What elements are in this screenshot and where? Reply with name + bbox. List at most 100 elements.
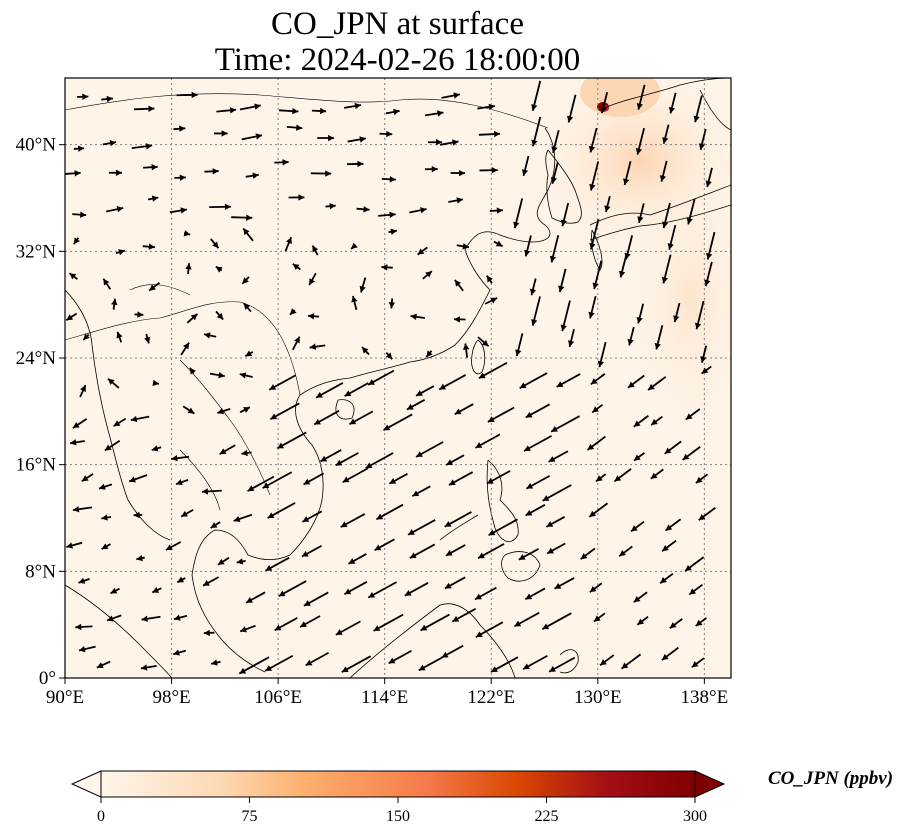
wind-arrow-head <box>181 510 188 517</box>
wind-arrow-head <box>409 552 417 559</box>
tick-label-lon: 90°E <box>46 687 84 708</box>
wind-arrow-head <box>348 558 356 564</box>
wind-arrow-head <box>454 408 462 415</box>
wind-arrow-head <box>459 169 466 177</box>
wind-arrow-head <box>96 662 104 669</box>
wind-arrow-head <box>549 255 557 263</box>
wind-arrow-head <box>648 383 655 390</box>
wind-arrow-head <box>203 629 210 637</box>
wind-arrow-head <box>667 243 674 250</box>
wind-arrow-head <box>621 662 629 669</box>
wind-arrow-head <box>445 549 453 556</box>
wind-arrow-head <box>416 451 423 457</box>
wind-arrow-head <box>444 582 452 589</box>
wind-arrow-head <box>627 381 635 388</box>
wind-arrow-head <box>342 476 350 483</box>
wind-arrow-head <box>351 242 358 249</box>
wind-arrow-head <box>519 382 527 389</box>
wind-arrow-head <box>554 583 562 589</box>
wind-arrow-head <box>614 475 622 482</box>
wind-arrow-head <box>660 577 667 584</box>
wind-arrow-head <box>705 180 712 188</box>
tick-label-lat: 16°N <box>16 455 57 476</box>
axis-ticks <box>59 144 705 684</box>
wind-arrow-head <box>549 666 556 672</box>
wind-arrow-head <box>152 379 159 387</box>
wind-arrow-head <box>695 476 703 483</box>
wind-arrow-head <box>349 418 357 425</box>
tick-label-lat: 40°N <box>16 135 57 156</box>
colorbar-tick-label: 300 <box>683 808 707 825</box>
wind-arrow-head <box>389 478 397 484</box>
wind-arrow-head <box>274 624 282 631</box>
wind-arrow-head <box>137 311 144 318</box>
wind-arrow-head <box>180 207 187 214</box>
wind-arrow-head <box>600 659 607 666</box>
wind-arrow-head <box>654 342 661 350</box>
wind-arrow-head <box>282 159 289 166</box>
wind-arrow-head <box>685 564 692 572</box>
wind-arrow-head <box>151 164 158 171</box>
wind-arrow-head <box>267 512 275 519</box>
wind-arrow-head <box>151 195 159 202</box>
wind-arrow-head <box>316 391 323 398</box>
wind-arrow-head <box>296 124 303 131</box>
wind-arrow-head <box>104 444 112 451</box>
wind-arrow-head <box>211 659 218 666</box>
wind-arrow-head <box>247 485 255 492</box>
wind-arrow-head <box>141 615 148 622</box>
wind-arrow-head <box>320 455 328 462</box>
wind-arrow-head <box>388 657 396 664</box>
wind-arrow-head <box>662 221 669 229</box>
wind-arrow-head <box>633 596 641 603</box>
tick-label-lat: 32°N <box>16 241 57 262</box>
wind-arrow-head <box>404 589 412 596</box>
wind-arrow-head <box>495 240 503 247</box>
wind-arrow-head <box>389 211 396 219</box>
wind-arrow-head <box>148 105 155 112</box>
wind-arrow-head <box>668 106 676 114</box>
wind-arrow-head <box>129 476 136 483</box>
wind-arrow-head <box>254 103 261 110</box>
wind-arrow-head <box>389 176 396 183</box>
wind-arrow-head <box>524 445 531 452</box>
wind-arrow-head <box>418 664 426 671</box>
wind-arrow-head <box>308 313 315 320</box>
wind-arrow-head <box>453 92 460 99</box>
wind-arrow-head <box>475 593 482 600</box>
wind-arrow-head <box>341 666 349 673</box>
wind-arrow-head <box>691 661 699 668</box>
map-title: CO_JPN at surface <box>271 6 524 42</box>
wind-arrow-head <box>309 343 317 350</box>
wind-arrow-head <box>187 407 195 414</box>
colorbar-tick-label: 225 <box>535 808 559 825</box>
wind-arrow-head <box>81 475 89 482</box>
wind-arrow-head <box>412 490 420 497</box>
wind-arrow-head <box>619 550 627 557</box>
wind-arrow-head <box>556 381 564 387</box>
wind-arrow-head <box>546 521 554 527</box>
wind-arrow-head <box>325 170 332 177</box>
wind-arrow-head <box>201 488 209 495</box>
wind-arrow-head <box>374 544 382 551</box>
wind-arrow-head <box>695 619 703 626</box>
tick-label-lon: 138°E <box>681 687 729 708</box>
wind-arrow-head <box>588 145 596 153</box>
wind-arrow-head <box>285 237 292 244</box>
wind-arrow-head <box>305 659 313 666</box>
wind-arrow-head <box>475 631 483 638</box>
wind-arrow-head <box>439 383 447 390</box>
tick-label-lon: 106°E <box>254 687 302 708</box>
wind-arrow-head <box>636 316 643 324</box>
wind-arrow-head <box>560 324 567 332</box>
wind-arrow-head <box>618 270 626 278</box>
colorbar-tick-label: 75 <box>242 808 258 825</box>
wind-arrow-head <box>140 664 148 671</box>
wind-arrow-head <box>212 168 219 175</box>
wind-arrow-head <box>420 624 428 631</box>
wind-arrow-head <box>514 620 522 627</box>
wind-arrow-head <box>693 115 700 123</box>
wind-arrow-head <box>359 285 366 293</box>
wind-arrow-head <box>210 522 218 529</box>
wind-arrow-head <box>525 593 533 600</box>
